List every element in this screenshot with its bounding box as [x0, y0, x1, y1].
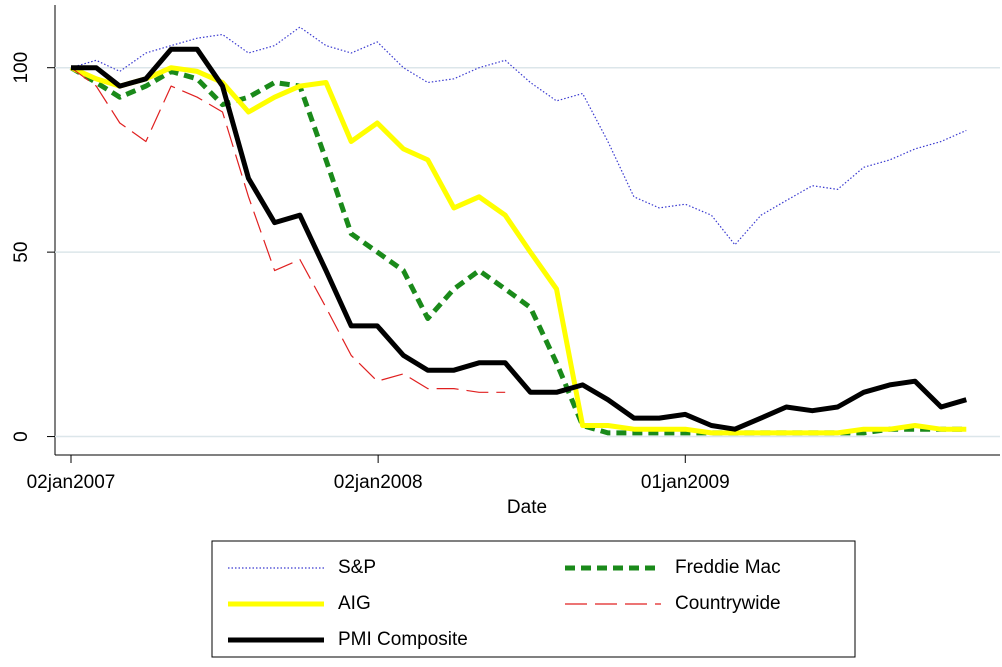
legend-label: Countrywide — [675, 593, 781, 614]
legend-label: AIG — [338, 593, 371, 614]
series-line — [70, 26, 967, 246]
series-line — [71, 46, 967, 432]
y-tick-label: 0 — [11, 431, 32, 442]
series-line — [70, 67, 506, 393]
y-tick-label: 50 — [11, 242, 32, 263]
x-tick-label: 01jan2009 — [641, 472, 730, 493]
legend-label: PMI Composite — [338, 629, 468, 650]
x-tick-label: 02jan2007 — [27, 472, 116, 493]
legend-box — [211, 540, 856, 658]
legend-label: S&P — [338, 557, 376, 578]
legend-label: Freddie Mac — [675, 557, 781, 578]
x-axis-title: Date — [507, 497, 547, 518]
y-tick-label: 100 — [11, 52, 32, 84]
x-tick-label: 02jan2008 — [334, 472, 423, 493]
